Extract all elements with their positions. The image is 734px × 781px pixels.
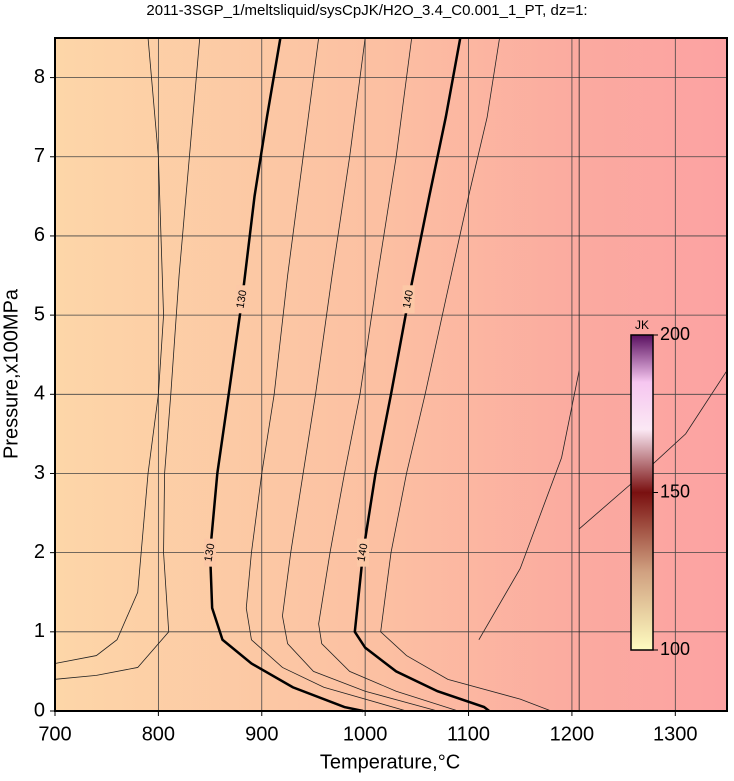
plot-background <box>55 38 727 711</box>
y-tick-label: 8 <box>34 66 45 88</box>
thin-contour <box>54 37 164 664</box>
thin-contour <box>54 37 201 680</box>
colorbar-tick-label: 100 <box>660 639 690 659</box>
x-tick-label: 1100 <box>447 723 490 745</box>
y-tick-label: 3 <box>34 462 45 484</box>
y-tick-label: 1 <box>34 620 45 642</box>
contour-label-bg <box>402 285 415 314</box>
colorbar-tick-label: 200 <box>660 324 690 344</box>
thin-contour <box>578 370 728 530</box>
x-tick-label: 1300 <box>653 723 698 745</box>
y-tick-label: 6 <box>34 224 45 246</box>
y-tick-label: 7 <box>34 145 45 167</box>
x-tick-label: 800 <box>142 723 175 745</box>
contour-label: 130 <box>202 543 217 563</box>
thin-contour <box>318 37 459 712</box>
contour-label: 140 <box>401 289 416 309</box>
thin-contour <box>380 37 552 712</box>
x-tick-label: 700 <box>38 723 71 745</box>
y-tick-label: 5 <box>34 303 45 325</box>
contour-label: 130 <box>235 289 250 309</box>
colorbar-label: JK <box>635 318 649 332</box>
colorbar-tick-label: 150 <box>660 481 690 501</box>
y-tick-label: 0 <box>34 699 45 721</box>
x-tick-label: 1000 <box>343 723 388 745</box>
chart-title: 2011-3SGP_1/meltsliquid/sysCpJK/H2O_3.4_… <box>146 2 587 19</box>
thin-contour <box>478 370 580 640</box>
x-axis-label: Temperature,°C <box>320 751 460 773</box>
y-tick-label: 2 <box>34 541 45 563</box>
x-tick-label: 900 <box>245 723 278 745</box>
colorbar <box>630 334 654 651</box>
contour-label-bg <box>357 538 370 567</box>
plot-frame <box>54 37 728 712</box>
contour-label-bg <box>204 538 217 567</box>
contour-label: 140 <box>355 543 370 563</box>
thin-contour <box>282 37 438 712</box>
thin-contour <box>245 37 407 712</box>
y-tick-label: 4 <box>34 383 45 405</box>
contour-label-bg <box>236 285 249 314</box>
y-axis-label: Pressure,x100MPa <box>0 288 22 459</box>
x-tick-label: 1200 <box>550 723 595 745</box>
